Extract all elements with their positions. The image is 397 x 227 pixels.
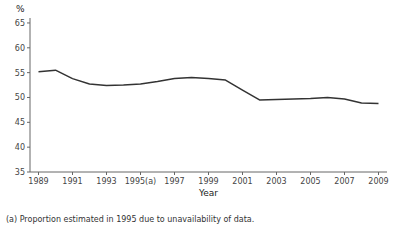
x-tick-label: 2009	[368, 177, 388, 186]
x-tick	[344, 172, 345, 175]
y-tick	[27, 97, 30, 98]
y-tick	[27, 172, 30, 173]
x-tick-label: 1995(a)	[125, 177, 157, 186]
y-axis-label: %	[16, 4, 25, 14]
y-tick-label: 50	[15, 93, 25, 102]
x-tick-label: 2005	[300, 177, 320, 186]
x-tick-label: 1989	[28, 177, 48, 186]
x-tick-label: 1999	[198, 177, 218, 186]
x-tick	[310, 172, 311, 175]
x-tick-label: 1993	[96, 177, 116, 186]
y-tick-label: 65	[15, 19, 25, 28]
y-tick-label: 40	[15, 143, 25, 152]
x-axis-label: Year	[198, 188, 218, 198]
y-tick	[27, 47, 30, 48]
x-tick	[72, 172, 73, 175]
x-tick-label: 2007	[334, 177, 354, 186]
y-tick	[27, 72, 30, 73]
x-tick	[140, 172, 141, 175]
x-tick	[242, 172, 243, 175]
chart: 35 40 45 50 55 60 65 1989 1991 1993 1995(a) 1997 199…	[0, 0, 397, 227]
x-tick	[378, 172, 379, 175]
y-tick	[27, 147, 30, 148]
x-tick	[208, 172, 209, 175]
data-line	[39, 70, 379, 103]
y-tick	[27, 22, 30, 23]
footnote: (a) Proportion estimated in 1995 due to …	[6, 215, 254, 224]
x-tick-label: 1997	[164, 177, 184, 186]
y-tick-label: 35	[15, 168, 25, 177]
y-tick-label: 45	[15, 118, 25, 127]
x-tick	[106, 172, 107, 175]
y-axis-line	[30, 18, 31, 172]
x-tick	[38, 172, 39, 175]
y-tick-label: 55	[15, 69, 25, 78]
x-tick	[276, 172, 277, 175]
x-tick-label: 2003	[266, 177, 286, 186]
plot-area	[39, 70, 379, 103]
x-tick-label: 2001	[232, 177, 252, 186]
y-tick	[27, 122, 30, 123]
x-tick	[174, 172, 175, 175]
y-tick-label: 60	[15, 44, 25, 53]
x-tick-label: 1991	[62, 177, 82, 186]
